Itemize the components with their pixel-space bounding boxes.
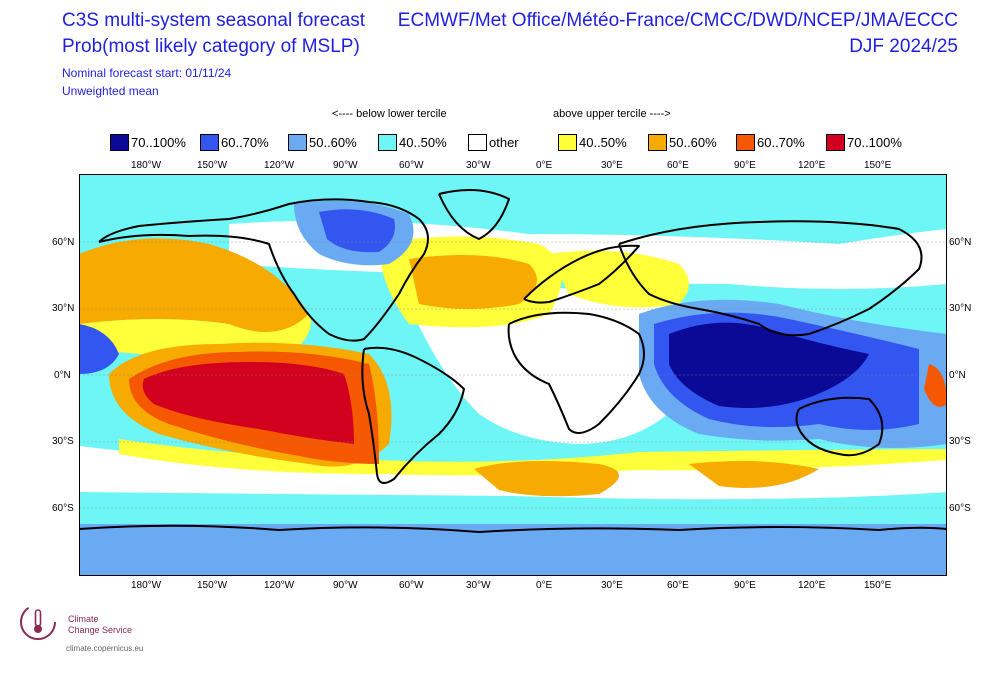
africa-coast xyxy=(507,311,645,434)
indian-ocean-dark-blue xyxy=(669,322,869,408)
lon-label-bottom: 180°W xyxy=(131,580,162,591)
legend-item: 70..100% xyxy=(826,133,902,151)
europe-coast xyxy=(523,244,640,304)
lon-label-top: 60°E xyxy=(667,160,689,171)
lon-label-bottom: 30°W xyxy=(466,580,491,591)
legend-label: 70..100% xyxy=(847,134,902,150)
south-indian-orange xyxy=(689,460,819,488)
lat-label-left: 60°N xyxy=(52,237,75,248)
southern-ocean-band xyxy=(79,514,947,576)
forecast-start-text: Nominal forecast start: 01/11/24 xyxy=(62,66,232,80)
lon-label-bottom: 150°E xyxy=(864,580,892,591)
lon-label-bottom: 120°E xyxy=(798,580,826,591)
legend-swatch xyxy=(648,133,667,151)
legend-item: 60..70% xyxy=(736,133,805,151)
lon-label-top: 30°E xyxy=(601,160,623,171)
lon-label-top: 90°W xyxy=(333,160,358,171)
legend-swatch xyxy=(736,133,755,151)
lat-label-right: 30°N xyxy=(949,303,972,314)
arctic-band xyxy=(79,174,947,204)
lat-label-right: 60°N xyxy=(949,237,972,248)
canada-dark-blue xyxy=(319,209,395,253)
lat-label-right: 0°N xyxy=(949,370,966,381)
legend-label: other xyxy=(489,134,519,150)
north-atlantic-orange xyxy=(409,255,537,309)
lon-label-top: 120°W xyxy=(264,160,295,171)
lon-label-top: 150°E xyxy=(864,160,892,171)
legend-label: 40..50% xyxy=(579,134,627,150)
legend-label: 50..60% xyxy=(309,134,357,150)
legend-swatch xyxy=(826,133,845,151)
lat-label-right: 60°S xyxy=(949,503,971,514)
logo-url: climate.copernicus.eu xyxy=(66,644,144,653)
lon-label-top: 180°W xyxy=(131,160,162,171)
forecast-map xyxy=(79,174,947,576)
map-frame xyxy=(79,174,947,576)
lon-label-top: 30°W xyxy=(466,160,491,171)
systems-text: ECMWF/Met Office/Météo-France/CMCC/DWD/N… xyxy=(397,10,958,31)
legend-item: 50..60% xyxy=(648,133,717,151)
legend-swatch xyxy=(200,133,219,151)
south-atlantic-orange xyxy=(474,460,619,497)
lon-label-bottom: 90°W xyxy=(333,580,358,591)
north-pacific-orange xyxy=(79,238,309,332)
lat-label-left: 30°N xyxy=(52,303,75,314)
legend-label: 60..70% xyxy=(221,134,269,150)
north-america-coast xyxy=(98,198,429,342)
europe-yellow xyxy=(549,250,689,308)
tropical-pacific-red xyxy=(142,362,354,444)
mean-type-text: Unweighted mean xyxy=(62,84,159,98)
legend-item: 50..60% xyxy=(288,133,357,151)
lon-label-bottom: 150°W xyxy=(197,580,228,591)
legend-label: 70..100% xyxy=(131,134,186,150)
lon-label-bottom: 30°E xyxy=(601,580,623,591)
lat-label-right: 30°S xyxy=(949,436,971,447)
lon-label-bottom: 120°W xyxy=(264,580,295,591)
graticule xyxy=(79,241,947,509)
greenland-coast xyxy=(438,189,510,240)
lon-label-bottom: 60°W xyxy=(399,580,424,591)
legend-item: 40..50% xyxy=(558,133,627,151)
legend-label: 50..60% xyxy=(669,134,717,150)
chart-title: C3S multi-system seasonal forecast xyxy=(62,10,366,31)
legend-swatch xyxy=(110,133,129,151)
asia-coast xyxy=(618,220,923,337)
south-america-coast xyxy=(361,346,465,484)
legend-label: 40..50% xyxy=(399,134,447,150)
lon-label-bottom: 60°E xyxy=(667,580,689,591)
coastlines xyxy=(79,189,947,533)
copernicus-logo: Climate Change Service climate.copernicu… xyxy=(18,600,158,660)
lat-label-left: 0°N xyxy=(54,370,71,381)
lon-label-top: 0°E xyxy=(536,160,553,171)
legend-item: 40..50% xyxy=(378,133,447,151)
legend-swatch xyxy=(558,133,577,151)
legend-label: 60..70% xyxy=(757,134,805,150)
logo-line-1: Climate xyxy=(68,614,99,624)
legend-swatch xyxy=(468,133,487,151)
legend-swatch xyxy=(378,133,397,151)
lat-label-left: 30°S xyxy=(52,436,74,447)
lon-label-bottom: 0°E xyxy=(536,580,553,591)
lon-label-top: 90°E xyxy=(734,160,756,171)
dateline-red-patch xyxy=(924,364,947,407)
below-tercile-label: <---- below lower tercile xyxy=(332,108,447,120)
east-pacific-blue-patch xyxy=(79,324,119,374)
legend-swatch xyxy=(288,133,307,151)
antarctica-coast xyxy=(79,524,947,533)
season-text: DJF 2024/25 xyxy=(849,36,958,57)
climate-logo-icon xyxy=(20,604,56,640)
australia-coast xyxy=(795,396,884,457)
logo-line-2: Change Service xyxy=(68,625,133,635)
chart-subtitle: Prob(most likely category of MSLP) xyxy=(62,36,360,57)
lon-label-top: 120°E xyxy=(798,160,826,171)
above-tercile-label: above upper tercile ----> xyxy=(553,108,671,120)
legend-item: other xyxy=(468,133,519,151)
lon-label-top: 150°W xyxy=(197,160,228,171)
legend-item: 70..100% xyxy=(110,133,186,151)
lon-label-bottom: 90°E xyxy=(734,580,756,591)
lat-label-left: 60°S xyxy=(52,503,74,514)
lon-label-top: 60°W xyxy=(399,160,424,171)
legend-item: 60..70% xyxy=(200,133,269,151)
